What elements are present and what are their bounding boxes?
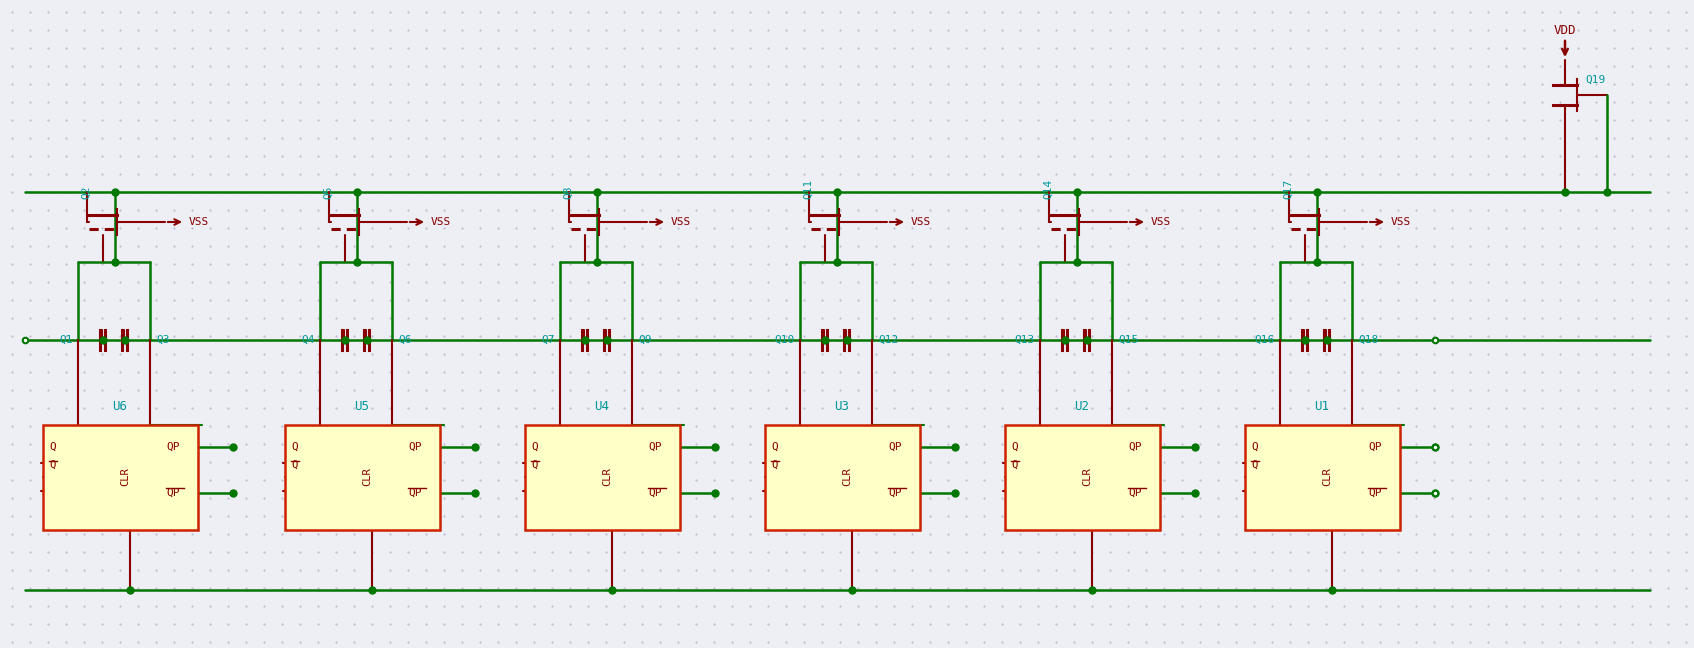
Text: QP: QP	[649, 442, 661, 452]
Text: U1: U1	[1315, 400, 1330, 413]
Text: Q: Q	[291, 442, 298, 452]
Text: QP: QP	[1128, 442, 1142, 452]
Text: QP: QP	[408, 488, 422, 498]
Text: Q: Q	[1011, 460, 1018, 470]
Text: Q12: Q12	[877, 335, 898, 345]
Text: Q17: Q17	[1282, 179, 1293, 199]
Text: Q: Q	[530, 460, 537, 470]
Text: Q: Q	[771, 442, 778, 452]
Bar	[766, 425, 920, 530]
Text: Q13: Q13	[1015, 335, 1035, 345]
Text: Q9: Q9	[639, 335, 652, 345]
Text: Q1: Q1	[59, 335, 73, 345]
Bar	[1005, 425, 1160, 530]
Text: Q: Q	[1011, 442, 1018, 452]
Text: Q16: Q16	[1255, 335, 1276, 345]
Text: VSS: VSS	[190, 217, 210, 227]
Text: Q7: Q7	[542, 335, 556, 345]
Text: Q: Q	[49, 460, 56, 470]
Text: Q11: Q11	[803, 179, 813, 199]
Text: CLR: CLR	[363, 468, 373, 487]
Text: VSS: VSS	[430, 217, 451, 227]
Text: QP: QP	[166, 488, 180, 498]
Text: Q19: Q19	[1586, 75, 1606, 85]
Text: U4: U4	[595, 400, 610, 413]
Text: CLR: CLR	[842, 468, 852, 487]
Text: Q8: Q8	[562, 185, 573, 199]
Text: U2: U2	[1074, 400, 1089, 413]
Text: QP: QP	[1128, 488, 1142, 498]
Text: Q: Q	[291, 460, 296, 470]
Text: Q15: Q15	[1118, 335, 1138, 345]
Text: Q5: Q5	[324, 185, 334, 199]
Text: CLR: CLR	[1082, 468, 1093, 487]
Text: Q14: Q14	[1044, 179, 1054, 199]
Text: VSS: VSS	[1391, 217, 1411, 227]
Text: QP: QP	[408, 442, 422, 452]
Text: QP: QP	[166, 442, 180, 452]
Text: QP: QP	[649, 488, 661, 498]
Text: CLR: CLR	[120, 468, 130, 487]
Text: QP: QP	[1369, 442, 1382, 452]
Text: U6: U6	[112, 400, 127, 413]
Text: Q3: Q3	[156, 335, 169, 345]
Text: Q: Q	[1250, 442, 1257, 452]
Text: Q: Q	[1250, 460, 1257, 470]
Text: CLR: CLR	[601, 468, 612, 487]
Text: QP: QP	[888, 488, 901, 498]
Text: QP: QP	[1369, 488, 1382, 498]
Text: U5: U5	[354, 400, 369, 413]
Text: U3: U3	[835, 400, 849, 413]
Text: Q: Q	[530, 442, 537, 452]
Bar	[1245, 425, 1399, 530]
Bar	[285, 425, 440, 530]
Text: CLR: CLR	[1321, 468, 1331, 487]
Text: Q: Q	[771, 460, 778, 470]
Text: VDD: VDD	[1553, 23, 1575, 36]
Text: VSS: VSS	[911, 217, 932, 227]
Text: Q6: Q6	[398, 335, 412, 345]
Text: Q: Q	[49, 442, 56, 452]
Text: VSS: VSS	[671, 217, 691, 227]
Text: Q10: Q10	[774, 335, 794, 345]
Bar	[42, 425, 198, 530]
Text: Q4: Q4	[302, 335, 315, 345]
Text: QP: QP	[888, 442, 901, 452]
Text: Q18: Q18	[1359, 335, 1379, 345]
Text: VSS: VSS	[1150, 217, 1171, 227]
Text: Q2: Q2	[81, 185, 91, 199]
Bar	[525, 425, 679, 530]
